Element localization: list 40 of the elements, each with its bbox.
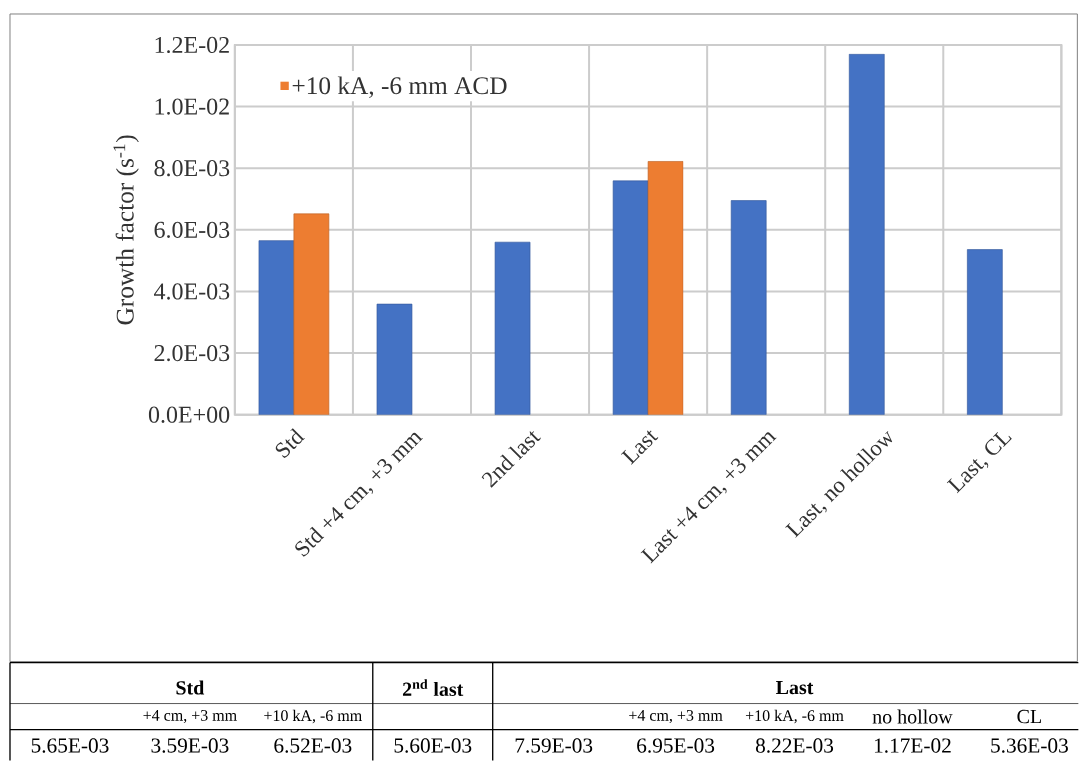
y-tick-label: 0.0E+00 — [148, 406, 230, 423]
bar — [612, 180, 649, 415]
bar — [647, 161, 684, 415]
text: CL — [1017, 709, 1041, 724]
text: 7.59E-03 — [515, 738, 593, 753]
text: 2$^{nd}$ last — [402, 679, 464, 696]
bar — [258, 240, 295, 415]
x-tick-label: 2nd last — [481, 431, 541, 488]
y-tick-label: 1.0E-02 — [155, 98, 229, 115]
text: +10 kA, -6 mm — [745, 709, 844, 724]
y-tick-label: 1.2E-02 — [155, 36, 229, 54]
text: 3.59E-03 — [151, 738, 229, 753]
text: 1.17E-02 — [874, 738, 951, 753]
text: no hollow — [872, 709, 953, 724]
y-tick-label: 4.0E-03 — [154, 283, 230, 300]
bar — [848, 53, 885, 415]
x-tick-label: Std — [275, 428, 305, 458]
x-tick-label: Last, CL — [946, 431, 1012, 494]
text: 5.60E-03 — [394, 738, 472, 753]
text: Std — [176, 680, 205, 695]
text: 6.52E-03 — [274, 738, 352, 753]
text: Last — [775, 680, 814, 695]
text: 5.65E-03 — [31, 738, 109, 753]
bar — [293, 213, 330, 415]
y-tick-label: 6.0E-03 — [154, 221, 230, 238]
x-tick-label: Last — [620, 430, 659, 465]
y-tick-label: 8.0E-03 — [154, 160, 230, 177]
y-axis-title: Growth factor (s$^{-1}$) — [113, 135, 139, 325]
text: 6.95E-03 — [637, 738, 715, 753]
text: 8.22E-03 — [755, 738, 834, 753]
bar — [376, 303, 413, 415]
bar — [967, 249, 1003, 415]
y-tick-label: 2.0E-03 — [154, 344, 230, 362]
text: 5.36E-03 — [991, 738, 1068, 753]
bar — [494, 241, 531, 415]
text: +4 cm, +3 mm — [143, 709, 237, 723]
text: +10 kA, -6 mm — [264, 709, 362, 724]
text: +4 cm, +3 mm — [629, 709, 723, 723]
bar — [730, 200, 767, 415]
legend-label: +10 kA, -6 mm ACD — [292, 76, 507, 98]
